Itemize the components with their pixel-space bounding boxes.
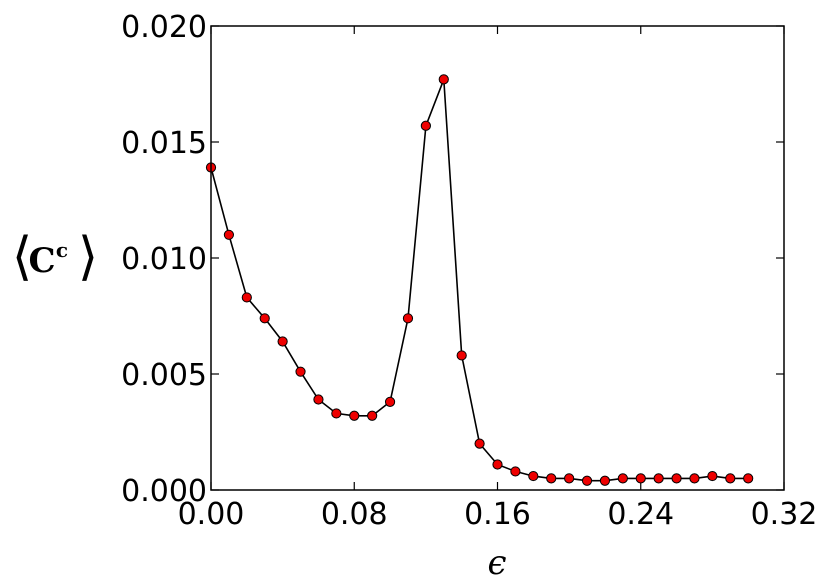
y-axis-label-right-bracket: ⟩ bbox=[78, 227, 98, 287]
data-point bbox=[492, 459, 503, 470]
y-tick-label: 0.000 bbox=[121, 474, 207, 509]
y-axis-label: ⟨ C c ⟩ bbox=[12, 227, 98, 287]
data-point bbox=[349, 410, 360, 421]
y-axis-label-superscript: c bbox=[56, 238, 68, 262]
data-point bbox=[653, 473, 664, 484]
data-point bbox=[725, 473, 736, 484]
x-tick-label: 0.08 bbox=[321, 497, 388, 532]
data-point bbox=[313, 394, 324, 405]
y-axis-label-left-bracket: ⟨ bbox=[12, 227, 32, 287]
data-point bbox=[259, 313, 270, 324]
data-point bbox=[474, 438, 485, 449]
data-point bbox=[277, 336, 288, 347]
data-point bbox=[581, 475, 593, 486]
data-point bbox=[331, 408, 342, 419]
data-point bbox=[402, 313, 414, 324]
x-axis-label: ϵ bbox=[487, 543, 506, 583]
x-tick-label: 0.32 bbox=[751, 497, 818, 532]
data-point bbox=[420, 120, 431, 131]
x-axis-ticks: 0.00 0.08 0.16 0.24 0.32 bbox=[178, 26, 818, 532]
data-point bbox=[438, 74, 449, 85]
data-point bbox=[743, 473, 754, 484]
data-point bbox=[295, 366, 306, 377]
data-point bbox=[510, 466, 521, 477]
x-tick-label: 0.00 bbox=[178, 497, 245, 532]
y-tick-label: 0.005 bbox=[121, 358, 207, 393]
data-point bbox=[456, 350, 467, 361]
y-axis-ticks: 0.000 0.005 0.010 0.015 0.020 bbox=[121, 10, 784, 509]
y-axis-label-symbol: C bbox=[28, 241, 55, 281]
data-point bbox=[241, 292, 252, 303]
data-point bbox=[528, 470, 539, 482]
data-point bbox=[223, 229, 235, 240]
data-point bbox=[367, 410, 378, 421]
data-point bbox=[546, 473, 557, 484]
data-point bbox=[564, 473, 575, 484]
series-line bbox=[210, 79, 749, 482]
data-point bbox=[689, 473, 700, 484]
data-point bbox=[617, 473, 628, 484]
y-tick-label: 0.010 bbox=[121, 242, 207, 277]
y-tick-label: 0.015 bbox=[121, 126, 207, 161]
data-point bbox=[671, 473, 682, 484]
plot-frame bbox=[210, 25, 785, 491]
data-point bbox=[707, 470, 718, 482]
y-tick-label: 0.020 bbox=[121, 10, 207, 45]
data-point bbox=[599, 475, 611, 486]
x-tick-label: 0.24 bbox=[607, 497, 674, 532]
data-point bbox=[635, 473, 646, 484]
x-tick-label: 0.16 bbox=[464, 497, 531, 532]
series-layer bbox=[205, 74, 754, 486]
data-point bbox=[384, 396, 396, 407]
